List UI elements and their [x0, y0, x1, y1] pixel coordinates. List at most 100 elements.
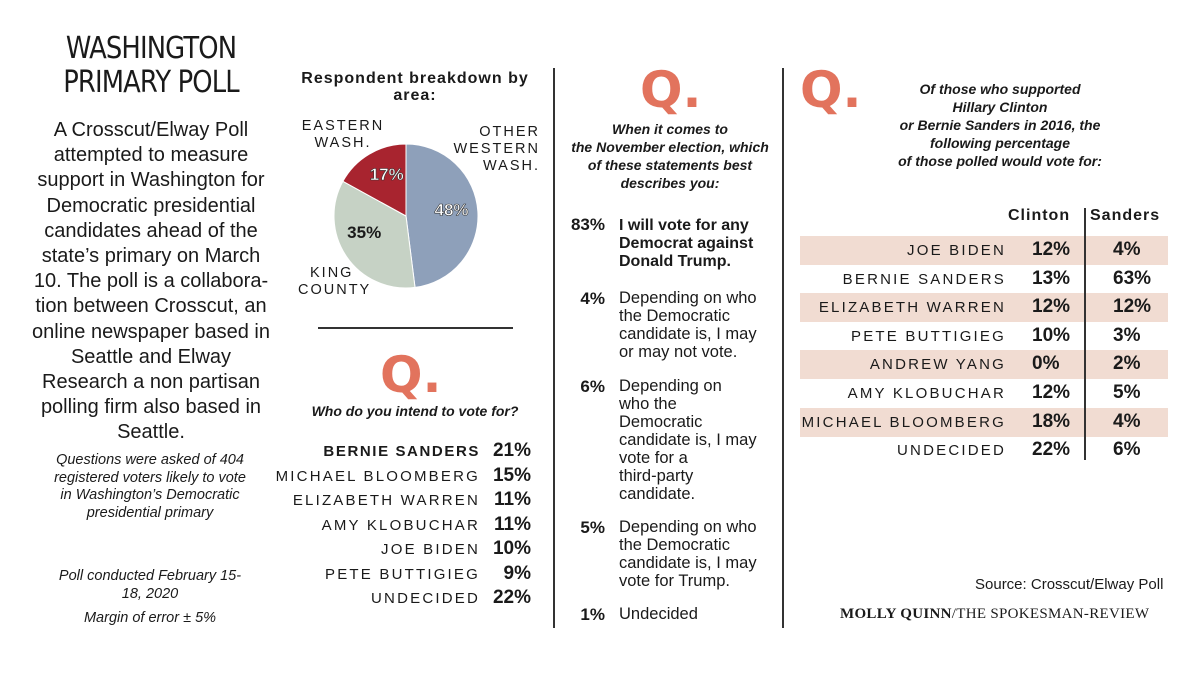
- region-label-western: OTHER WESTERN WASH.: [453, 124, 540, 174]
- statement-percent: 1%: [580, 605, 605, 624]
- candidate-name: PETE BUTTIGIEG: [325, 565, 480, 583]
- statement-line: Democrat against: [619, 235, 754, 252]
- table-row: ANDREW YANG 0% 2%: [800, 350, 1168, 380]
- candidate-row: PETE BUTTIGIEG 9%: [270, 562, 535, 588]
- column-header-sanders: Sanders: [1090, 207, 1161, 224]
- candidate-percent: 11%: [494, 513, 531, 535]
- candidate-name: ELIZABETH WARREN: [292, 492, 480, 509]
- clinton-percent: 12%: [1032, 382, 1071, 403]
- clinton-percent: 22%: [1032, 439, 1071, 461]
- candidate-name: JOE BIDEN: [907, 242, 1006, 259]
- credit-name: MOLLY QUINN: [840, 606, 952, 622]
- pie-slice-label: 17%: [370, 165, 404, 184]
- statement-line: vote for a: [619, 449, 688, 467]
- statement-line: Depending on who: [619, 518, 757, 536]
- candidate-row: JOE BIDEN 10%: [270, 538, 535, 563]
- statement-percent: 83%: [570, 215, 605, 234]
- table-column-divider: [1084, 208, 1086, 460]
- candidate-name: ANDREW YANG: [869, 356, 1006, 374]
- statement-line: candidate is, I may: [619, 325, 757, 343]
- statement-line: third-party: [619, 467, 694, 485]
- pie-slice: [342, 143, 407, 217]
- credit-line: MOLLY QUINN/THE SPOKESMAN-REVIEW: [840, 606, 1149, 623]
- sanders-percent: 63%: [1113, 267, 1152, 289]
- table-row: JOE BIDEN 12% 4%: [800, 236, 1168, 265]
- pie-slice-label: 48%: [435, 201, 469, 220]
- pie-slice-label: 35%: [347, 223, 381, 242]
- table-row: UNDECIDED 22% 6%: [800, 436, 1168, 465]
- statement-percent: 5%: [580, 518, 605, 537]
- statement-line: Donald Trump.: [619, 253, 731, 270]
- statement-line: or may not vote.: [619, 343, 738, 361]
- statement-text: Depending on who the Democratic candidate i…: [619, 377, 769, 503]
- question-november: When it comes to the November election, …: [571, 121, 769, 191]
- sanders-percent: 5%: [1113, 382, 1141, 403]
- candidate-row: UNDECIDED 22%: [270, 587, 535, 612]
- table-row: AMY KLOBUCHAR 12% 5%: [800, 379, 1168, 408]
- question-vote-intent: Who do you intend to vote for?: [311, 403, 519, 419]
- pie-chart-title: Respondent breakdown by area:: [301, 70, 529, 104]
- sanders-percent: 4%: [1113, 239, 1141, 260]
- candidate-name: MICHAEL BLOOMBERG: [275, 467, 480, 485]
- statement-text: Undecided: [619, 605, 769, 623]
- clinton-percent: 10%: [1032, 324, 1071, 346]
- candidate-name: UNDECIDED: [371, 590, 480, 607]
- clinton-percent: 12%: [1032, 296, 1071, 318]
- candidate-name: MICHAEL BLOOMBERG: [801, 413, 1006, 431]
- candidate-row: BERNIE SANDERS 21%: [270, 440, 535, 465]
- candidate-name: AMY KLOBUCHAR: [321, 516, 480, 534]
- table-row: MICHAEL BLOOMBERG 18% 4%: [800, 407, 1168, 437]
- column-divider: [782, 68, 784, 628]
- pie-slice: [405, 143, 479, 288]
- poll-dates: Poll conducted February 15-18, 2020: [58, 568, 242, 602]
- statement-line: Depending on: [619, 377, 722, 395]
- region-label-king: KING COUNTY: [298, 265, 372, 298]
- candidate-percent: 21%: [492, 440, 531, 461]
- column-header-clinton: Clinton: [1008, 207, 1071, 224]
- statement-text: I will vote for any Democrat against Donal…: [619, 217, 769, 271]
- page-title: WASHINGTON PRIMARY POLL: [56, 32, 247, 100]
- statement-percent: 4%: [580, 289, 605, 308]
- statement-line: Depending on who: [619, 289, 757, 307]
- margin-of-error: Margin of error ± 5%: [83, 610, 217, 626]
- statement-line: Democratic: [619, 413, 703, 431]
- statement-text: Depending on who the Democratic candidate …: [619, 518, 769, 590]
- candidate-percent: 11%: [494, 489, 531, 510]
- candidate-row: ELIZABETH WARREN 11%: [270, 489, 535, 514]
- q-icon: Q.: [800, 61, 862, 119]
- clinton-percent: 12%: [1032, 239, 1071, 260]
- sanders-percent: 12%: [1113, 296, 1152, 318]
- statement-line: I will vote for any: [619, 217, 749, 234]
- candidate-percent: 22%: [492, 587, 531, 608]
- statement-percent: 6%: [580, 377, 605, 396]
- title-line-2: PRIMARY POLL: [63, 65, 239, 100]
- table-row: BERNIE SANDERS 13% 63%: [800, 265, 1168, 294]
- source-note: Source: Crosscut/Elway Poll: [975, 576, 1164, 593]
- candidate-percent: 15%: [492, 464, 531, 486]
- candidate-name: JOE BIDEN: [381, 541, 480, 558]
- clinton-percent: 0%: [1032, 353, 1060, 375]
- statement-line: the Democratic: [619, 536, 730, 554]
- candidate-name: PETE BUTTIGIEG: [851, 327, 1006, 345]
- column-divider: [553, 68, 555, 628]
- clinton-percent: 13%: [1032, 267, 1071, 289]
- sanders-percent: 2%: [1113, 353, 1141, 375]
- table-row: ELIZABETH WARREN 12% 12%: [800, 293, 1168, 323]
- q-icon: Q.: [380, 346, 442, 404]
- clinton-percent: 18%: [1032, 410, 1071, 432]
- table-row: PETE BUTTIGIEG 10% 3%: [800, 322, 1168, 351]
- statement-line: who the: [619, 395, 677, 413]
- credit-org: /THE SPOKESMAN-REVIEW: [951, 606, 1150, 622]
- survey-note: Questions were asked of 404 registered v…: [54, 452, 246, 521]
- statement-line: vote for Trump.: [619, 572, 730, 590]
- area-pie-chart: 48% 35% 17%: [333, 143, 479, 289]
- candidate-percent: 10%: [492, 538, 531, 559]
- question-2016-supporters: Of those who supported Hillary Clinton o…: [898, 81, 1102, 169]
- sanders-percent: 6%: [1113, 439, 1141, 461]
- statement-text: Depending on who the Democratic candidate …: [619, 289, 769, 361]
- q-icon: Q.: [640, 61, 702, 119]
- candidate-name: BERNIE SANDERS: [842, 270, 1006, 288]
- candidate-percent: 9%: [503, 562, 531, 584]
- candidate-name: ELIZABETH WARREN: [818, 299, 1006, 317]
- pie-slice: [333, 180, 416, 289]
